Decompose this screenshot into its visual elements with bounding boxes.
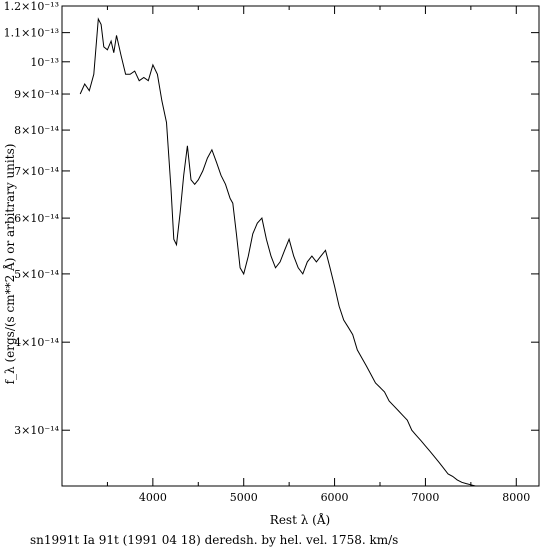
y-ticks: 1.2×10⁻¹³ 1.1×10⁻¹³ 10⁻¹³ 9×10⁻¹⁴ 8×10⁻¹⁴ 7×1… xyxy=(4,0,539,437)
x-tick-label: 8000 xyxy=(502,491,530,504)
y-tick-label: 8×10⁻¹⁴ xyxy=(14,124,59,137)
x-tick-label: 5000 xyxy=(230,491,258,504)
plot-frame xyxy=(61,5,540,487)
x-tick-label: 7000 xyxy=(411,491,439,504)
y-tick-label: 4×10⁻¹⁴ xyxy=(14,336,59,349)
x-axis-label: Rest λ (Å) xyxy=(270,512,330,527)
y-tick-label: 6×10⁻¹⁴ xyxy=(14,212,59,225)
x-tick-label: 4000 xyxy=(139,491,167,504)
y-tick-label: 9×10⁻¹⁴ xyxy=(14,88,59,101)
x-ticks: 4000 5000 6000 7000 8000 xyxy=(61,6,530,504)
figure-caption: sn1991t Ia 91t (1991 04 18) deredsh. by … xyxy=(30,533,398,547)
y-tick-label: 7×10⁻¹⁴ xyxy=(14,165,59,178)
y-tick-label: 1.2×10⁻¹³ xyxy=(4,0,59,13)
y-tick-label: 3×10⁻¹⁴ xyxy=(14,424,59,437)
y-tick-label: 10⁻¹³ xyxy=(30,56,59,69)
x-tick-label: 6000 xyxy=(321,491,349,504)
y-axis-label: f_λ (ergs/(s cm**2 Å) or arbitrary units… xyxy=(2,144,17,385)
spectrum-line xyxy=(79,17,517,487)
y-tick-label: 1.1×10⁻¹³ xyxy=(4,27,59,40)
y-tick-label: 5×10⁻¹⁴ xyxy=(14,268,59,281)
